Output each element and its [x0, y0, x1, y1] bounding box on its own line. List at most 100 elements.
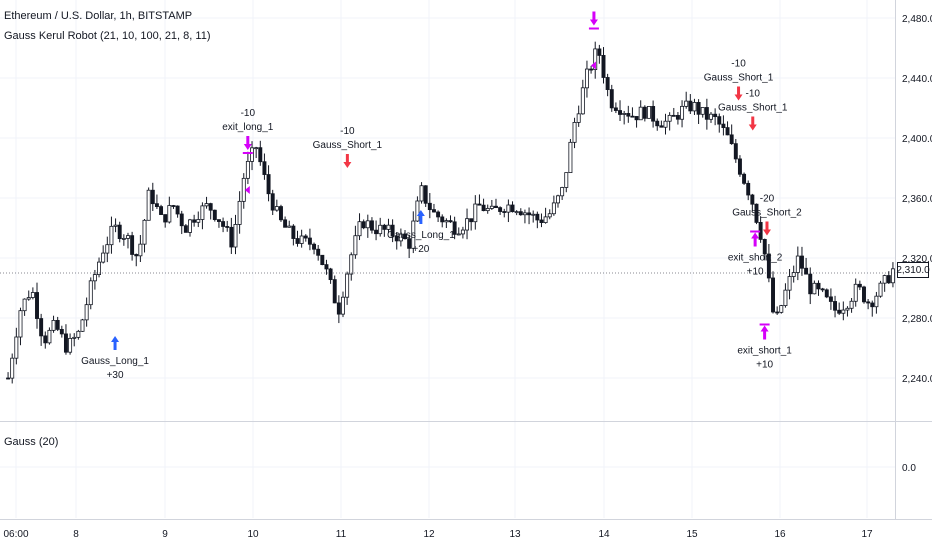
candle-body — [452, 221, 457, 235]
y-tick-label: 2,280.0 — [902, 314, 932, 325]
cover-bar — [750, 230, 761, 233]
candle-body — [51, 319, 56, 331]
candle-body — [30, 292, 35, 298]
candle-body — [618, 110, 623, 115]
candle-body — [258, 147, 263, 163]
candle-body — [208, 203, 213, 211]
signal-label: exit_short_1 — [737, 346, 792, 357]
x-tick-label: 17 — [861, 529, 873, 540]
candle-body — [431, 209, 436, 213]
short-arrow — [748, 116, 757, 131]
candle-body — [783, 289, 788, 307]
candle-body — [795, 255, 800, 273]
candle-body — [477, 203, 482, 206]
signal-label: Gauss_Short_1 — [704, 73, 774, 84]
candle-body — [134, 254, 139, 257]
candle-body — [278, 206, 283, 221]
candle-body — [779, 305, 784, 313]
short-arrow — [734, 86, 743, 101]
candle-body — [659, 125, 664, 128]
candle-body — [754, 203, 759, 223]
signal-qty: -10 — [241, 108, 256, 119]
candle-body — [506, 204, 511, 213]
candle-body — [841, 309, 846, 314]
candle-body — [382, 224, 387, 230]
signal-qty: -10 — [340, 126, 355, 137]
candle-body — [556, 195, 560, 204]
candle-body — [398, 233, 403, 242]
candle-body — [241, 177, 246, 202]
signal-qty: -10 — [746, 89, 761, 100]
cover-arrow — [751, 232, 760, 247]
candle-body — [485, 208, 490, 212]
candle-body — [303, 235, 308, 239]
candle-body — [837, 309, 842, 314]
candle-body — [688, 100, 693, 112]
candle-body — [332, 279, 337, 304]
candle-body — [320, 254, 325, 266]
x-tick-label: 06:00 — [3, 529, 28, 540]
candle-body — [589, 68, 594, 71]
candle-body — [651, 106, 656, 122]
candle-body — [684, 100, 689, 107]
candle-body — [675, 115, 680, 120]
candle-body — [35, 292, 39, 319]
x-tick-label: 9 — [162, 529, 168, 540]
candle-body — [680, 105, 685, 120]
symbol-title[interactable]: Ethereum / U.S. Dollar, 1h, BITSTAMP — [4, 10, 193, 22]
candle-body — [721, 123, 726, 129]
candle-body — [849, 300, 854, 309]
candle-body — [254, 147, 259, 150]
candle-body — [287, 225, 292, 228]
y-tick-label: 2,440.0 — [902, 74, 932, 85]
candle-body — [816, 282, 821, 290]
candle-body — [742, 173, 747, 184]
y-tick-label: 2,240.0 — [902, 374, 932, 385]
exit-bar — [242, 152, 253, 154]
candle-body — [733, 143, 738, 160]
candle-body — [531, 213, 536, 216]
candle-body — [799, 255, 804, 269]
candle-body — [295, 238, 300, 244]
candle-body — [126, 235, 130, 239]
candle-body — [605, 77, 610, 90]
candle-body — [39, 318, 44, 337]
candle-body — [700, 107, 705, 115]
candle-body — [750, 194, 755, 205]
candle-body — [212, 209, 217, 221]
candle-body — [18, 310, 23, 338]
candle-body — [771, 277, 775, 313]
candle-body — [345, 273, 350, 298]
candle-body — [527, 212, 532, 216]
candle-body — [890, 268, 895, 284]
candle-body — [824, 289, 829, 298]
subpane-legend[interactable]: Gauss (20) — [4, 436, 59, 448]
strategy-legend[interactable]: Gauss Kerul Robot (21, 10, 100, 21, 8, 1… — [4, 30, 211, 42]
candle-body — [564, 172, 569, 188]
candle-body — [394, 235, 399, 242]
signal-label: exit_long_1 — [222, 122, 274, 133]
signal-qty: -20 — [760, 194, 775, 205]
candle-body — [709, 113, 713, 120]
candle-body — [270, 193, 275, 211]
candle-body — [204, 203, 209, 207]
candle-body — [237, 200, 242, 225]
candle-body — [117, 224, 122, 240]
candle-body — [179, 213, 184, 227]
candle-body — [874, 295, 879, 308]
candle-body — [283, 219, 288, 228]
candle-body — [729, 134, 734, 145]
candle-body — [80, 319, 85, 332]
candle-body — [642, 106, 647, 119]
candle-body — [6, 377, 11, 380]
exit-arrow — [589, 11, 598, 26]
candle-body — [47, 329, 52, 344]
candle-body — [514, 211, 519, 214]
candle-body — [535, 213, 540, 221]
candle-body — [622, 113, 627, 115]
candle-body — [403, 233, 407, 240]
candle-body — [713, 113, 718, 118]
candle-body — [469, 218, 474, 223]
